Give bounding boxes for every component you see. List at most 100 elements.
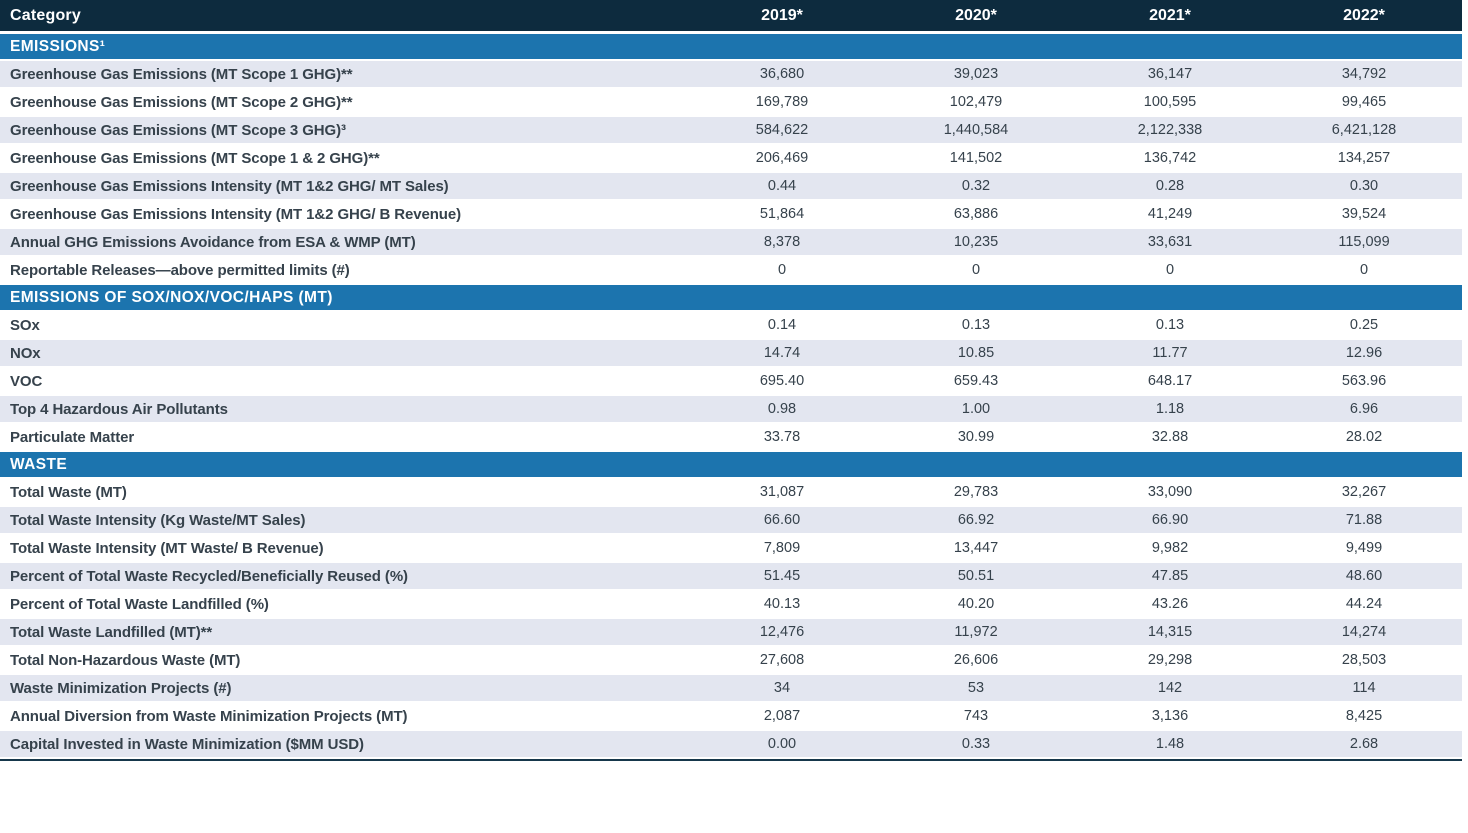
cell-value: 50.51 bbox=[957, 568, 995, 584]
cell-value: 169,789 bbox=[755, 94, 809, 110]
table-row: Percent of Total Waste Recycled/Benefici… bbox=[0, 563, 1462, 591]
cell-value: 31,087 bbox=[759, 484, 805, 500]
cell-value: 659.43 bbox=[953, 373, 999, 389]
table-row: Total Non-Hazardous Waste (MT) 27,608 26,6… bbox=[0, 647, 1462, 675]
cell-value: 36,147 bbox=[1147, 66, 1193, 82]
cell-value: 1,440,584 bbox=[943, 122, 1009, 138]
row-label: Greenhouse Gas Emissions (MT Scope 2 GHG… bbox=[10, 93, 353, 111]
cell-value: 584,622 bbox=[755, 122, 809, 138]
table-row: Total Waste Intensity (MT Waste/ B Reven… bbox=[0, 535, 1462, 563]
row-label: Greenhouse Gas Emissions (MT Scope 3 GHG… bbox=[10, 121, 346, 139]
table-row: Top 4 Hazardous Air Pollutants 0.98 1.00 1.… bbox=[0, 396, 1462, 424]
cell-value: 9,499 bbox=[1345, 540, 1383, 556]
cell-value: 39,023 bbox=[953, 66, 999, 82]
row-label: Top 4 Hazardous Air Pollutants bbox=[10, 400, 228, 418]
table-row: Waste Minimization Projects (#) 34 53 142 11… bbox=[0, 675, 1462, 703]
cell-value: 1.00 bbox=[961, 401, 991, 417]
cell-value: 0.98 bbox=[767, 401, 797, 417]
cell-value: 0 bbox=[971, 262, 981, 278]
cell-value: 12,476 bbox=[759, 624, 805, 640]
cell-value: 0.33 bbox=[961, 736, 991, 752]
cell-value: 48.60 bbox=[1345, 568, 1383, 584]
row-label: Particulate Matter bbox=[10, 428, 135, 446]
cell-value: 44.24 bbox=[1345, 596, 1383, 612]
cell-value: 66.92 bbox=[957, 512, 995, 528]
cell-value: 30.99 bbox=[957, 429, 995, 445]
table-row: Annual GHG Emissions Avoidance from ESA … bbox=[0, 229, 1462, 257]
cell-value: 115,099 bbox=[1338, 234, 1390, 250]
table-row: Greenhouse Gas Emissions (MT Scope 3 GHG… bbox=[0, 117, 1462, 145]
table-bottom-rule bbox=[0, 759, 1462, 761]
table-row: Greenhouse Gas Emissions (MT Scope 1 GHG… bbox=[0, 61, 1462, 89]
cell-value: 28,503 bbox=[1341, 652, 1387, 668]
row-label: Percent of Total Waste Recycled/Benefici… bbox=[10, 567, 408, 585]
esg-metrics-table: Category 2019* 2020* 2021* 2022* EMISSIO… bbox=[0, 0, 1462, 761]
row-label: Total Waste Intensity (Kg Waste/MT Sales… bbox=[10, 511, 306, 529]
cell-value: 134,257 bbox=[1337, 150, 1391, 166]
row-label: Reportable Releases—above permitted limi… bbox=[10, 261, 350, 279]
cell-value: 40.20 bbox=[957, 596, 995, 612]
cell-value: 11.77 bbox=[1152, 345, 1188, 361]
cell-value: 7,809 bbox=[763, 540, 801, 556]
cell-value: 32,267 bbox=[1341, 484, 1387, 500]
cell-value: 648.17 bbox=[1147, 373, 1193, 389]
table-row: Capital Invested in Waste Minimization (… bbox=[0, 731, 1462, 759]
table-column-header-row: Category 2019* 2020* 2021* 2022* bbox=[0, 0, 1462, 34]
cell-value: 743 bbox=[963, 708, 989, 724]
cell-value: 14.74 bbox=[763, 345, 801, 361]
row-label: Capital Invested in Waste Minimization (… bbox=[10, 735, 364, 753]
table-row: Annual Diversion from Waste Minimization… bbox=[0, 703, 1462, 731]
cell-value: 114 bbox=[1352, 680, 1376, 696]
cell-value: 36,680 bbox=[759, 66, 805, 82]
cell-value: 33,631 bbox=[1147, 234, 1193, 250]
cell-value: 0.28 bbox=[1155, 178, 1185, 194]
row-label: Percent of Total Waste Landfilled (%) bbox=[10, 595, 269, 613]
cell-value: 33,090 bbox=[1147, 484, 1193, 500]
cell-value: 0 bbox=[1165, 262, 1175, 278]
cell-value: 43.26 bbox=[1151, 596, 1189, 612]
cell-value: 33.78 bbox=[763, 429, 801, 445]
table-body: EMISSIONS¹ Greenhouse Gas Emissions (MT S… bbox=[0, 34, 1462, 759]
cell-value: 26,606 bbox=[953, 652, 999, 668]
cell-value: 10,235 bbox=[953, 234, 999, 250]
cell-value: 0 bbox=[777, 262, 787, 278]
row-label: Total Waste Landfilled (MT)** bbox=[10, 623, 213, 641]
cell-value: 3,136 bbox=[1151, 708, 1189, 724]
row-label: Annual GHG Emissions Avoidance from ESA … bbox=[10, 233, 416, 251]
cell-value: 51.45 bbox=[763, 568, 801, 584]
cell-value: 29,298 bbox=[1147, 652, 1193, 668]
cell-value: 0.44 bbox=[767, 178, 797, 194]
table-row: SOx 0.14 0.13 0.13 0.25 bbox=[0, 312, 1462, 340]
row-label: Total Waste (MT) bbox=[10, 483, 127, 501]
cell-value: 39,524 bbox=[1341, 206, 1387, 222]
cell-value: 71.88 bbox=[1345, 512, 1383, 528]
table-row: Greenhouse Gas Emissions (MT Scope 2 GHG… bbox=[0, 89, 1462, 117]
cell-value: 6,421,128 bbox=[1331, 122, 1397, 138]
cell-value: 2.68 bbox=[1349, 736, 1379, 752]
cell-value: 563.96 bbox=[1341, 373, 1387, 389]
cell-value: 0.00 bbox=[767, 736, 797, 752]
cell-value: 1.18 bbox=[1155, 401, 1185, 417]
row-label: Greenhouse Gas Emissions Intensity (MT 1… bbox=[10, 205, 461, 223]
section-title: EMISSIONS¹ bbox=[10, 37, 106, 55]
cell-value: 102,479 bbox=[949, 94, 1003, 110]
table-row: Total Waste Intensity (Kg Waste/MT Sales… bbox=[0, 507, 1462, 535]
cell-value: 0.13 bbox=[961, 317, 991, 333]
cell-value: 6.96 bbox=[1349, 401, 1379, 417]
column-header-year-2019: 2019* bbox=[761, 6, 803, 24]
column-header-category: Category bbox=[10, 6, 81, 24]
cell-value: 40.13 bbox=[763, 596, 801, 612]
cell-value: 34 bbox=[773, 680, 791, 696]
table-row: Particulate Matter 33.78 30.99 32.88 28.02 bbox=[0, 424, 1462, 452]
table-row: VOC 695.40 659.43 648.17 563.96 bbox=[0, 368, 1462, 396]
cell-value: 99,465 bbox=[1341, 94, 1387, 110]
cell-value: 12.96 bbox=[1345, 345, 1383, 361]
section-header: EMISSIONS OF SOX/NOX/VOC/HAPS (MT) bbox=[0, 285, 1462, 312]
cell-value: 0.25 bbox=[1349, 317, 1379, 333]
cell-value: 9,982 bbox=[1151, 540, 1189, 556]
table-row: Total Waste Landfilled (MT)** 12,476 11,97… bbox=[0, 619, 1462, 647]
cell-value: 100,595 bbox=[1143, 94, 1197, 110]
cell-value: 32.88 bbox=[1151, 429, 1189, 445]
cell-value: 136,742 bbox=[1143, 150, 1197, 166]
cell-value: 11,972 bbox=[954, 624, 998, 640]
